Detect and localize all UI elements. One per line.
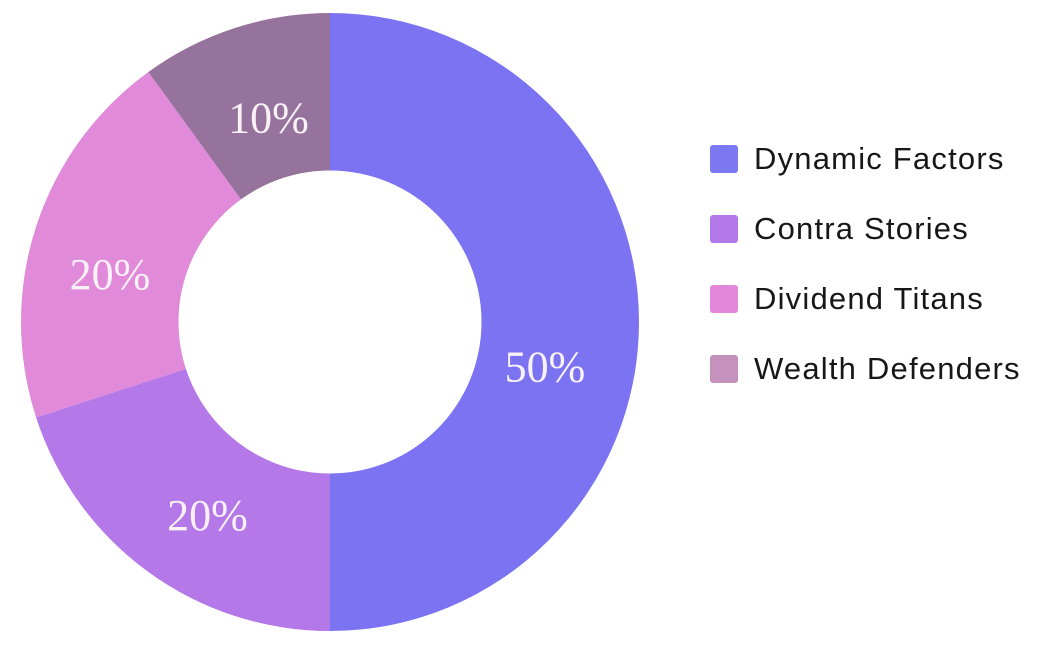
legend-label: Dynamic Factors [754,141,1005,176]
legend-item-wealth-defenders: Wealth Defenders [710,351,1021,386]
legend-swatch-dividend-titans [710,285,738,313]
legend-swatch-dynamic-factors [710,145,738,173]
pie-slice-dividend-titans [20,72,241,418]
legend-label: Contra Stories [754,211,969,246]
legend-item-contra-stories: Contra Stories [710,211,1021,246]
slice-label-dividend-titans: 20% [70,250,151,299]
legend-item-dynamic-factors: Dynamic Factors [710,141,1021,176]
chart-legend: Dynamic Factors Contra Stories Dividend … [710,141,1021,425]
pie-slice-wealth-defenders [148,12,330,200]
pie-slice-contra-stories [36,368,331,631]
slice-label-dynamic-factors: 50% [505,343,586,392]
pie-slice-dynamic-factors [330,13,639,631]
legend-swatch-wealth-defenders [710,355,738,383]
slice-label-contra-stories: 20% [167,491,248,540]
legend-label: Dividend Titans [754,281,984,316]
legend-swatch-contra-stories [710,215,738,243]
legend-label: Wealth Defenders [754,351,1021,386]
slice-label-wealth-defenders: 10% [228,93,309,142]
legend-item-dividend-titans: Dividend Titans [710,281,1021,316]
